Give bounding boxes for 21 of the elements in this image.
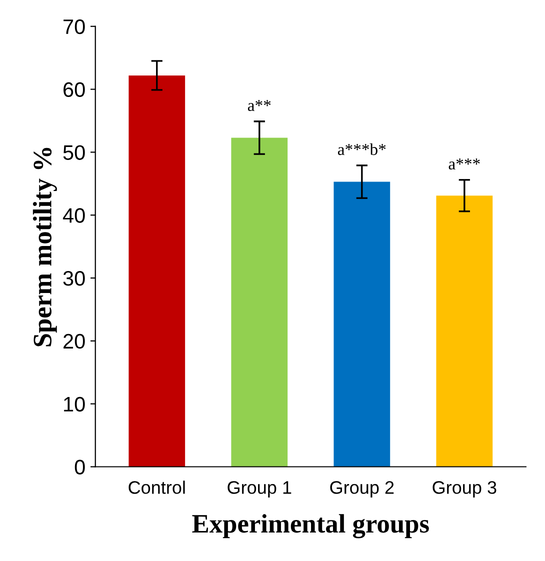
annotation: a** [248, 100, 271, 112]
x-tick-label: Group 3 [432, 481, 496, 498]
bar [436, 196, 493, 467]
y-tick-label: 30 [63, 271, 85, 286]
y-tick-label: 0 [74, 460, 85, 475]
y-tick-label: 50 [63, 145, 85, 160]
y-tick-label: 20 [64, 334, 85, 349]
annotation: a***b* [338, 143, 386, 156]
y-tick-label: 70 [64, 19, 85, 34]
y-tick-label: 60 [64, 82, 85, 98]
x-tick-label: Group 1 [228, 481, 292, 498]
y-axis-title: Sperm motility % [32, 148, 57, 346]
bar [231, 138, 288, 467]
bar [128, 75, 186, 467]
x-axis-title: Experimental groups [192, 514, 429, 538]
annotation: a*** [448, 158, 480, 170]
x-tick-label: Group 2 [330, 481, 394, 498]
x-tick-label: Control [128, 480, 185, 494]
y-tick-label: 10 [64, 396, 85, 412]
bar [334, 182, 390, 467]
y-tick-label: 40 [62, 208, 85, 223]
